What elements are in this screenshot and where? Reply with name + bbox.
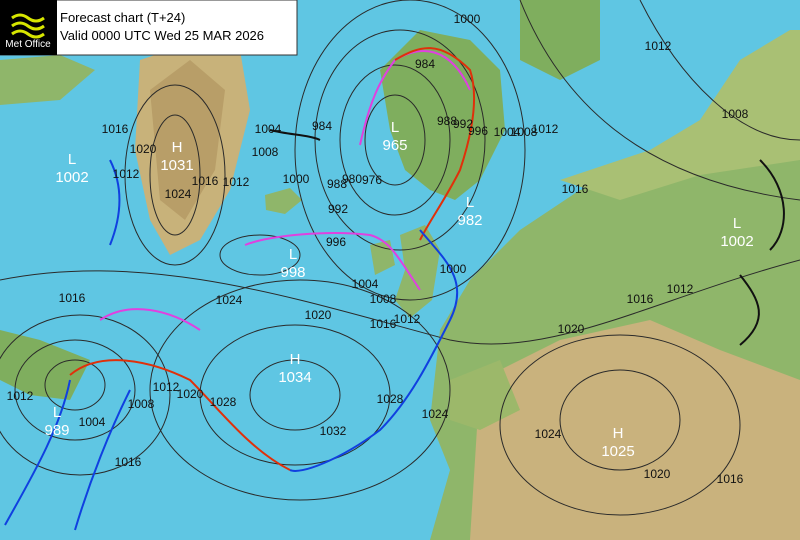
isobar-label: 1016	[627, 292, 654, 306]
isobar-label: 1004	[79, 415, 106, 429]
isobar-label: 1012	[113, 167, 140, 181]
center-kind: L	[733, 215, 741, 232]
isobar-label: 1008	[511, 125, 538, 139]
center-pressure: 989	[44, 422, 69, 439]
center-pressure: 1002	[55, 169, 88, 186]
isobar-label: 984	[415, 57, 435, 71]
isobar-label: 1004	[494, 125, 521, 139]
center-kind: H	[172, 139, 183, 156]
isobar-label: 1008	[370, 292, 397, 306]
center-pressure: 965	[382, 137, 407, 154]
center-kind: L	[68, 151, 76, 168]
isobar-label: 1008	[252, 145, 279, 159]
isobar-label: 992	[453, 117, 473, 131]
isobar-label: 1000	[440, 262, 467, 276]
isobar-label: 1028	[210, 395, 237, 409]
isobar-label: 976	[362, 173, 382, 187]
header: Met Office Forecast chart (T+24) Valid 0…	[0, 0, 298, 56]
isobar-label: 988	[327, 177, 347, 191]
isobar-label: 988	[437, 114, 457, 128]
isobar-label: 1004	[352, 277, 379, 291]
isobar-label: 1004	[255, 122, 282, 136]
isobar-label: 1024	[535, 427, 562, 441]
valid-time: Valid 0000 UTC Wed 25 MAR 2026	[60, 28, 264, 43]
isobar-label: 1016	[102, 122, 129, 136]
center-kind: H	[613, 425, 624, 442]
isobar-label: 992	[328, 202, 348, 216]
isobar-label: 1000	[283, 172, 310, 186]
isobar-label: 1008	[128, 397, 155, 411]
isobar-label: 1012	[394, 312, 421, 326]
chart-title: Forecast chart (T+24)	[60, 10, 185, 25]
center-pressure: 982	[457, 212, 482, 229]
isobar-label: 1020	[177, 387, 204, 401]
isobar-label: 1020	[130, 142, 157, 156]
isobar-label: 1008	[722, 107, 749, 121]
isobar-label: 1016	[717, 472, 744, 486]
isobar-label: 1016	[562, 182, 589, 196]
isobar-label: 1016	[192, 174, 219, 188]
center-pressure: 998	[280, 264, 305, 281]
isobar-label: 1020	[644, 467, 671, 481]
center-pressure: 1025	[601, 443, 634, 460]
isobar-label: 1024	[165, 187, 192, 201]
isobar-label: 1012	[153, 380, 180, 394]
isobar-label: 1012	[667, 282, 694, 296]
isobar-label: 1024	[422, 407, 449, 421]
isobar-label: 1016	[59, 291, 86, 305]
fronts	[4, 47, 785, 531]
isobar-label: 1016	[115, 455, 142, 469]
isobar-label: 1020	[305, 308, 332, 322]
isobar-label: 1032	[320, 424, 347, 438]
logo-mark	[11, 13, 45, 39]
isobar-label: 1012	[223, 175, 250, 189]
isobar-label: 1024	[216, 293, 243, 307]
center-pressure: 1031	[160, 157, 193, 174]
isobar-label: 1012	[645, 39, 672, 53]
center-kind: L	[466, 194, 474, 211]
logo-text: Met Office	[5, 39, 51, 50]
isobar-label: 1012	[532, 122, 559, 136]
center-kind: H	[290, 351, 301, 368]
isobar-label: 1028	[377, 392, 404, 406]
center-kind: L	[391, 119, 399, 136]
isobar-label: 1020	[558, 322, 585, 336]
center-pressure: 1002	[720, 233, 753, 250]
isobar-label: 1016	[370, 317, 397, 331]
isobar-label: 984	[312, 119, 332, 133]
isobar-label: 1000	[454, 12, 481, 26]
isobar-label: 1012	[7, 389, 34, 403]
isobar-label: 996	[468, 124, 488, 138]
isobar-label: 996	[326, 235, 346, 249]
center-kind: L	[53, 404, 61, 421]
center-pressure: 1034	[278, 369, 311, 386]
center-kind: L	[289, 246, 297, 263]
isobars	[0, 0, 800, 516]
isobar-label: 980	[342, 172, 362, 186]
